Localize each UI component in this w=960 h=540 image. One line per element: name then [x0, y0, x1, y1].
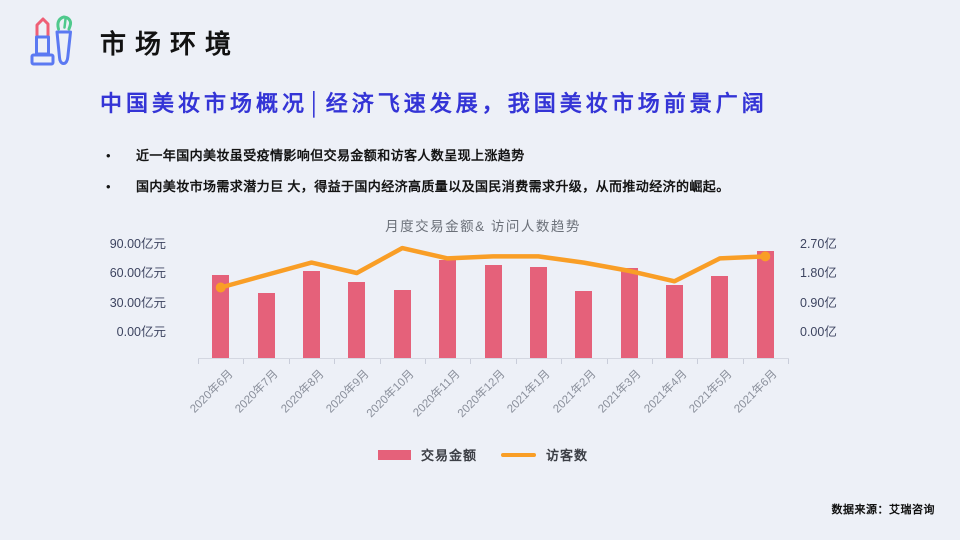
bar [302, 270, 320, 358]
legend-line-swatch [501, 452, 536, 457]
chart-legend: 交易金额 访客数 [188, 445, 778, 464]
line-endpoint-dot [215, 282, 226, 293]
x-axis-label: 2020年8月 [278, 368, 327, 416]
x-axis-label: 2021年3月 [596, 368, 644, 416]
y-axis-label-left: 90.00亿元 [109, 237, 166, 251]
x-axis-tick [243, 359, 245, 364]
x-axis-tick [470, 359, 472, 364]
legend-label: 交易金额 [420, 448, 477, 463]
bar [212, 274, 230, 358]
x-axis-tick [561, 359, 563, 364]
x-axis-tick [379, 359, 381, 364]
x-axis-tick [288, 359, 290, 364]
bar [575, 290, 593, 358]
page-title: 市场环境 [100, 28, 241, 59]
chart-title: 月度交易金额& 访问人数趋势 [385, 219, 581, 234]
bullet-item: • 近一年国内美妆虽受疫情影响但交易金额和访客人数呈现上涨趋势 [106, 148, 730, 164]
bar [666, 284, 684, 358]
x-axis-line [198, 358, 789, 359]
x-axis-tick [198, 359, 199, 364]
bullet-text: 近一年国内美妆虽受疫情影响但交易金额和访客人数呈现上涨趋势 [136, 148, 525, 163]
x-axis-label: 2021年2月 [551, 368, 599, 416]
x-axis-label: 2021年5月 [687, 368, 735, 416]
y-axis-label-right: 2.70亿 [800, 237, 837, 251]
bar [756, 251, 774, 358]
bar [529, 267, 547, 358]
x-axis-tick [651, 359, 653, 364]
data-source-note: 数据来源：艾瑞咨询 [831, 504, 935, 516]
x-axis-label: 2020年6月 [187, 368, 236, 416]
slide-header: 市场环境 [24, 14, 240, 70]
x-axis-label: 2020年10月 [364, 368, 417, 421]
bullet-dot: • [106, 179, 111, 194]
bar [620, 268, 638, 358]
legend-item: 访客数 [501, 445, 588, 464]
x-axis-tick [606, 359, 608, 364]
bar [257, 293, 275, 358]
x-axis-tick [697, 359, 699, 364]
bar [484, 264, 502, 358]
x-axis-tick [742, 359, 744, 364]
x-axis-tick [788, 359, 789, 364]
y-axis-label-left: 0.00亿元 [116, 324, 166, 339]
bar [393, 289, 411, 358]
x-axis-tick [334, 359, 336, 364]
bar-series [198, 240, 788, 358]
bar [348, 282, 366, 358]
lipstick-and-brush-icon [30, 15, 73, 66]
visitors-line-series [215, 245, 771, 293]
x-axis-label: 2021年4月 [641, 368, 690, 416]
legend-item: 交易金额 [377, 445, 477, 464]
x-axis-label: 2021年6月 [732, 368, 780, 416]
bullet-item: • 国内美妆市场需求潜力巨 大，得益于国内经济高质量以及国民消费需求升级，从而推… [106, 179, 730, 195]
legend-bar-swatch [377, 449, 411, 460]
x-axis-label: 2021年1月 [505, 368, 553, 416]
visitors-line [218, 245, 768, 290]
bullet-dot: • [106, 148, 111, 163]
bar [711, 275, 729, 358]
bar [439, 259, 457, 358]
y-axis-label-left: 30.00亿元 [109, 295, 166, 310]
x-axis-label: 2020年7月 [233, 368, 281, 416]
y-axis-label-right: 1.80亿 [800, 266, 837, 281]
x-axis-tick [515, 359, 517, 364]
section-headline: 中国美妆市场概况│经济飞速发展，我国美妆市场前景广阔 [100, 91, 768, 116]
line-endpoint-dot [760, 251, 771, 262]
y-axis-label-left: 60.00亿元 [109, 266, 166, 281]
x-axis-label: 2020年11月 [410, 368, 463, 420]
x-axis-tick [424, 359, 426, 364]
bullet-text: 国内美妆市场需求潜力巨 大，得益于国内经济高质量以及国民消费需求升级，从而推动经… [136, 179, 730, 194]
y-axis-label-right: 0.90亿 [800, 295, 837, 310]
legend-label: 访客数 [546, 448, 589, 463]
bullet-list: • 近一年国内美妆虽受疫情影响但交易金额和访客人数呈现上涨趋势 • 国内美妆市场… [106, 148, 730, 210]
y-axis-label-right: 0.00亿 [800, 324, 837, 339]
